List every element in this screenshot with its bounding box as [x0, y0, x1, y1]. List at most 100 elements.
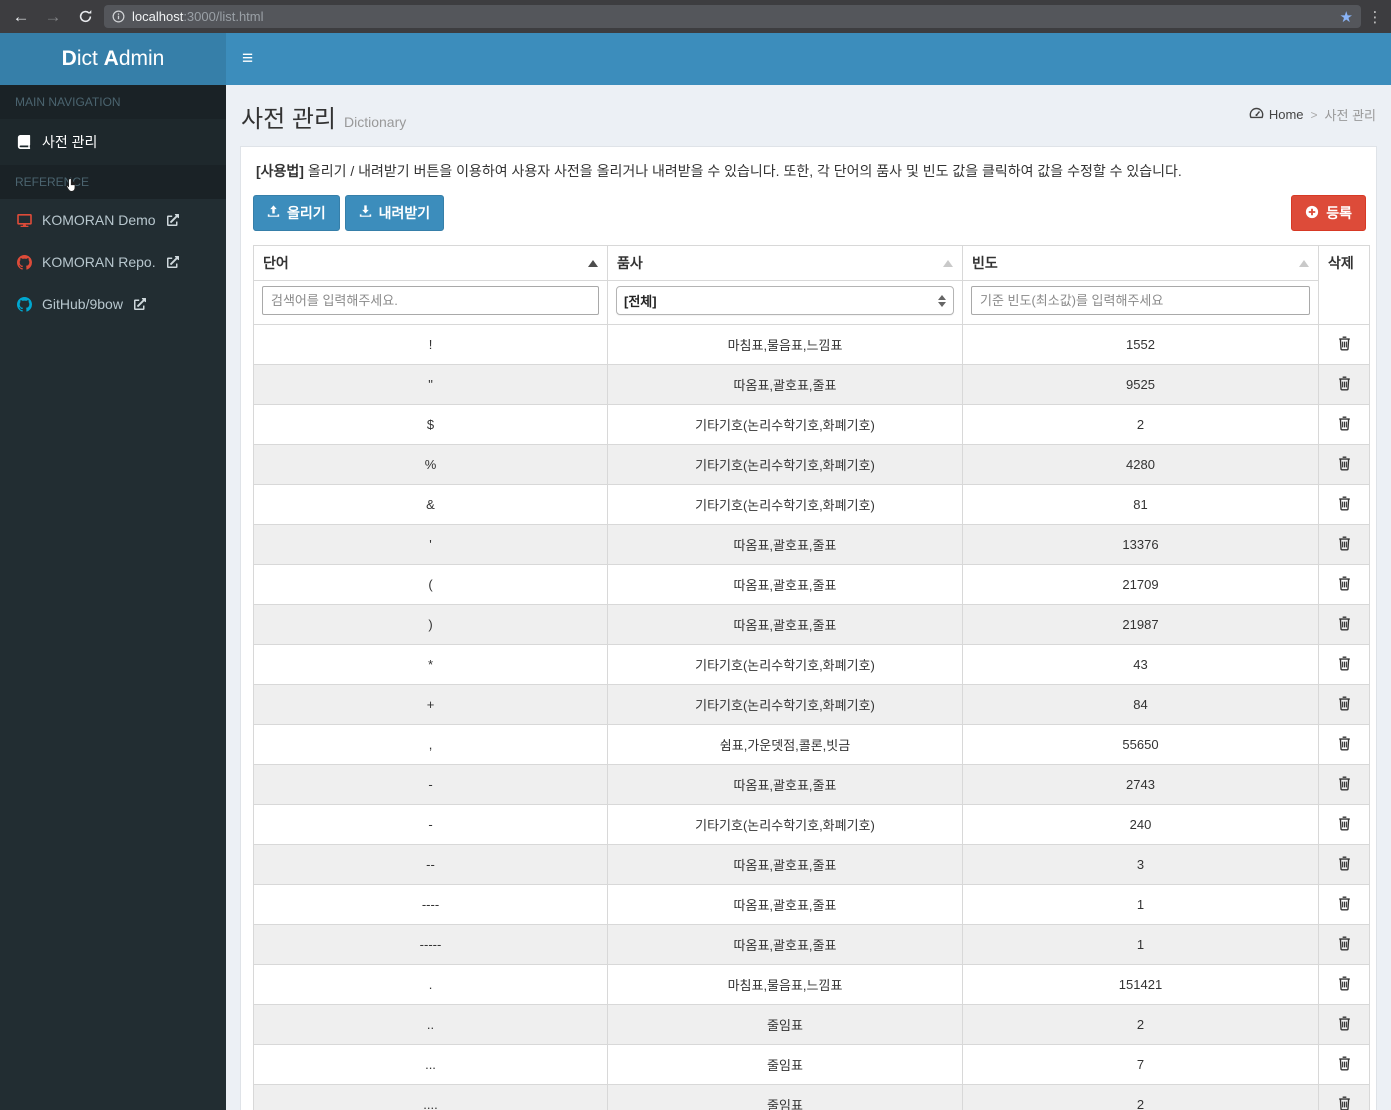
delete-row-button[interactable]: [1338, 455, 1351, 471]
sidebar-item-label: GitHub/9bow: [42, 296, 123, 312]
pos-cell[interactable]: 따옴표,괄호표,줄표: [607, 844, 963, 885]
column-header-freq[interactable]: 빈도: [962, 245, 1319, 281]
download-button[interactable]: 내려받기: [344, 195, 445, 231]
column-header-pos[interactable]: 품사: [607, 245, 963, 281]
external-link-icon: [133, 298, 146, 310]
pos-cell[interactable]: 따옴표,괄호표,줄표: [607, 564, 963, 605]
delete-row-button[interactable]: [1338, 1095, 1351, 1110]
url-text[interactable]: localhost:3000/list.html: [132, 9, 264, 24]
freq-cell[interactable]: 3: [962, 844, 1319, 885]
delete-row-button[interactable]: [1338, 535, 1351, 551]
pos-cell[interactable]: 줄임표: [607, 1044, 963, 1085]
freq-cell[interactable]: 21987: [962, 604, 1319, 645]
column-header-word[interactable]: 단어: [253, 245, 608, 281]
freq-cell[interactable]: 240: [962, 804, 1319, 845]
freq-cell[interactable]: 81: [962, 484, 1319, 525]
freq-cell[interactable]: 1: [962, 924, 1319, 965]
pos-cell[interactable]: 따옴표,괄호표,줄표: [607, 764, 963, 805]
trash-icon: [1338, 415, 1350, 431]
delete-row-button[interactable]: [1338, 695, 1351, 711]
word-cell: ..: [253, 1004, 608, 1045]
register-button[interactable]: 등록: [1291, 195, 1366, 231]
back-icon[interactable]: ←: [12, 7, 30, 26]
delete-row-button[interactable]: [1338, 735, 1351, 751]
forward-icon[interactable]: →: [44, 7, 62, 26]
pos-cell[interactable]: 줄임표: [607, 1004, 963, 1045]
freq-cell[interactable]: 2: [962, 1004, 1319, 1045]
freq-cell[interactable]: 1552: [962, 324, 1319, 365]
freq-cell[interactable]: 1: [962, 884, 1319, 925]
browser-menu-icon[interactable]: ⋮: [1367, 8, 1383, 26]
delete-row-button[interactable]: [1338, 335, 1351, 351]
address-bar[interactable]: localhost:3000/list.html ★: [104, 5, 1361, 28]
pos-cell[interactable]: 기타기호(논리수학기호,화폐기호): [607, 644, 963, 685]
delete-row-button[interactable]: [1338, 495, 1351, 511]
sidebar-item-komoran-repo[interactable]: KOMORAN Repo.: [0, 241, 226, 283]
pos-cell[interactable]: 기타기호(논리수학기호,화폐기호): [607, 484, 963, 525]
pos-cell[interactable]: 마침표,물음표,느낌표: [607, 324, 963, 365]
freq-cell[interactable]: 55650: [962, 724, 1319, 765]
delete-row-button[interactable]: [1338, 975, 1351, 991]
word-cell: +: [253, 684, 608, 725]
delete-row-button[interactable]: [1338, 775, 1351, 791]
freq-cell[interactable]: 2: [962, 1084, 1319, 1110]
breadcrumb-home[interactable]: Home: [1249, 107, 1304, 122]
delete-row-button[interactable]: [1338, 855, 1351, 871]
pos-cell[interactable]: 기타기호(논리수학기호,화폐기호): [607, 804, 963, 845]
freq-cell[interactable]: 4280: [962, 444, 1319, 485]
reload-icon[interactable]: [72, 9, 98, 24]
freq-cell[interactable]: 7: [962, 1044, 1319, 1085]
word-search-input[interactable]: [262, 286, 599, 315]
pos-cell[interactable]: 기타기호(논리수학기호,화폐기호): [607, 684, 963, 725]
freq-cell[interactable]: 13376: [962, 524, 1319, 565]
delete-row-button[interactable]: [1338, 895, 1351, 911]
pos-cell[interactable]: 따옴표,괄호표,줄표: [607, 364, 963, 405]
sort-asc-icon[interactable]: [1299, 259, 1309, 267]
pos-cell[interactable]: 기타기호(논리수학기호,화폐기호): [607, 444, 963, 485]
plus-circle-icon: [1305, 205, 1319, 222]
pos-cell[interactable]: 쉼표,가운뎃점,콜론,빗금: [607, 724, 963, 765]
pos-filter-select[interactable]: [전체]: [616, 286, 954, 315]
pos-cell[interactable]: 따옴표,괄호표,줄표: [607, 924, 963, 965]
dictionary-panel: [사용법] 올리기 / 내려받기 버튼을 이용하여 사용자 사전을 올리거나 내…: [240, 146, 1377, 1110]
pos-cell[interactable]: 따옴표,괄호표,줄표: [607, 604, 963, 645]
pos-cell[interactable]: 따옴표,괄호표,줄표: [607, 884, 963, 925]
delete-row-button[interactable]: [1338, 935, 1351, 951]
sort-asc-icon[interactable]: [588, 259, 598, 267]
freq-cell[interactable]: 43: [962, 644, 1319, 685]
trash-icon: [1338, 655, 1350, 671]
bookmark-star-icon[interactable]: ★: [1339, 8, 1353, 26]
pos-cell[interactable]: 마침표,물음표,느낌표: [607, 964, 963, 1005]
freq-filter-input[interactable]: [971, 286, 1310, 315]
brand-logo[interactable]: Dict Admin: [0, 33, 226, 85]
delete-row-button[interactable]: [1338, 415, 1351, 431]
sidebar-item-label: KOMORAN Repo.: [42, 254, 156, 270]
delete-row-button[interactable]: [1338, 375, 1351, 391]
sidebar-item-github-9bow[interactable]: GitHub/9bow: [0, 283, 226, 325]
trash-icon: [1338, 695, 1350, 711]
table-row: " 따옴표,괄호표,줄표 9525: [253, 364, 1370, 405]
word-cell: $: [253, 404, 608, 445]
upload-button[interactable]: 올리기: [253, 195, 340, 231]
pos-cell[interactable]: 기타기호(논리수학기호,화폐기호): [607, 404, 963, 445]
freq-cell[interactable]: 9525: [962, 364, 1319, 405]
freq-cell[interactable]: 21709: [962, 564, 1319, 605]
delete-row-button[interactable]: [1338, 575, 1351, 591]
delete-row-button[interactable]: [1338, 815, 1351, 831]
freq-cell[interactable]: 84: [962, 684, 1319, 725]
pos-cell[interactable]: 줄임표: [607, 1084, 963, 1110]
freq-cell[interactable]: 2: [962, 404, 1319, 445]
pos-cell[interactable]: 따옴표,괄호표,줄표: [607, 524, 963, 565]
freq-cell[interactable]: 2743: [962, 764, 1319, 805]
sidebar-item-dictionary[interactable]: 사전 관리: [0, 119, 226, 192]
info-icon[interactable]: [112, 10, 125, 23]
freq-cell[interactable]: 151421: [962, 964, 1319, 1005]
sidebar-toggle-icon[interactable]: ≡: [242, 48, 254, 69]
delete-row-button[interactable]: [1338, 1055, 1351, 1071]
sort-asc-icon[interactable]: [943, 259, 953, 267]
trash-icon: [1338, 815, 1350, 831]
sidebar-item-komoran-demo[interactable]: KOMORAN Demo: [0, 199, 226, 241]
delete-row-button[interactable]: [1338, 615, 1351, 631]
delete-row-button[interactable]: [1338, 1015, 1351, 1031]
delete-row-button[interactable]: [1338, 655, 1351, 671]
